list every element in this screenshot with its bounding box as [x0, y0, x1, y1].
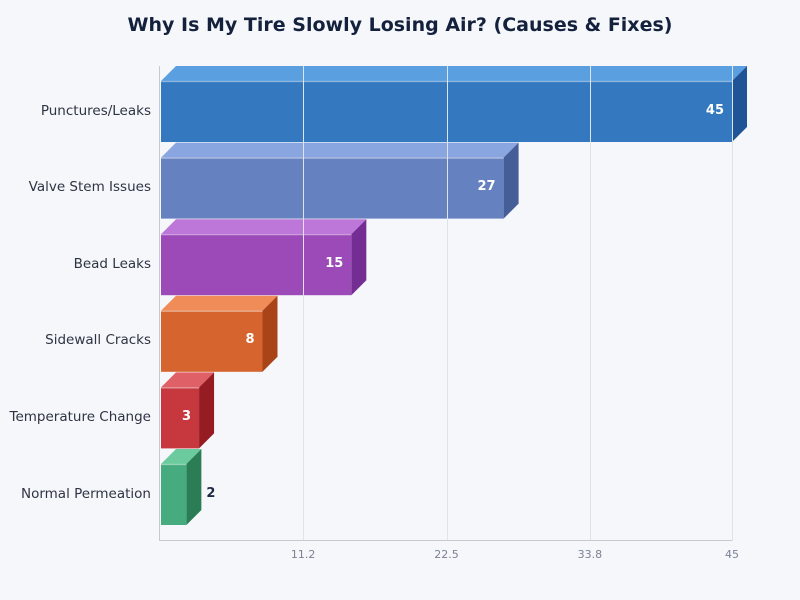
- x-tick-label: 22.5: [434, 548, 459, 561]
- x-tick-label: 33.8: [577, 548, 603, 561]
- x-tick-label: 11.2: [290, 548, 316, 561]
- bar-value-label: 2: [206, 485, 216, 501]
- y-category-label: Normal Permeation: [20, 485, 151, 502]
- gridline: [303, 66, 304, 541]
- bar: [161, 372, 215, 449]
- y-category-label: Bead Leaks: [73, 255, 151, 272]
- bar-value-label: 27: [477, 179, 496, 195]
- bar-value-label: 45: [705, 102, 724, 118]
- bar-value-label: 8: [245, 332, 255, 348]
- gridline: [590, 66, 591, 541]
- bar: [161, 142, 519, 219]
- bar-value-label: 3: [182, 408, 192, 424]
- y-category-label: Sidewall Cracks: [45, 332, 151, 349]
- gridline: [447, 66, 448, 541]
- bar: [161, 66, 747, 142]
- gridline: [732, 66, 733, 541]
- bar-value-label: 15: [325, 255, 344, 271]
- x-tick-label: 45: [725, 548, 739, 561]
- x-axis-line: [159, 540, 732, 541]
- y-category-label: Temperature Change: [9, 408, 152, 425]
- bar: [161, 219, 367, 296]
- y-category-label: Punctures/Leaks: [40, 102, 151, 119]
- y-category-label: Valve Stem Issues: [28, 179, 151, 196]
- bar: [161, 449, 202, 525]
- chart-title: Why Is My Tire Slowly Losing Air? (Cause…: [127, 14, 673, 36]
- y-axis-line: [159, 66, 160, 541]
- bar: [161, 295, 278, 372]
